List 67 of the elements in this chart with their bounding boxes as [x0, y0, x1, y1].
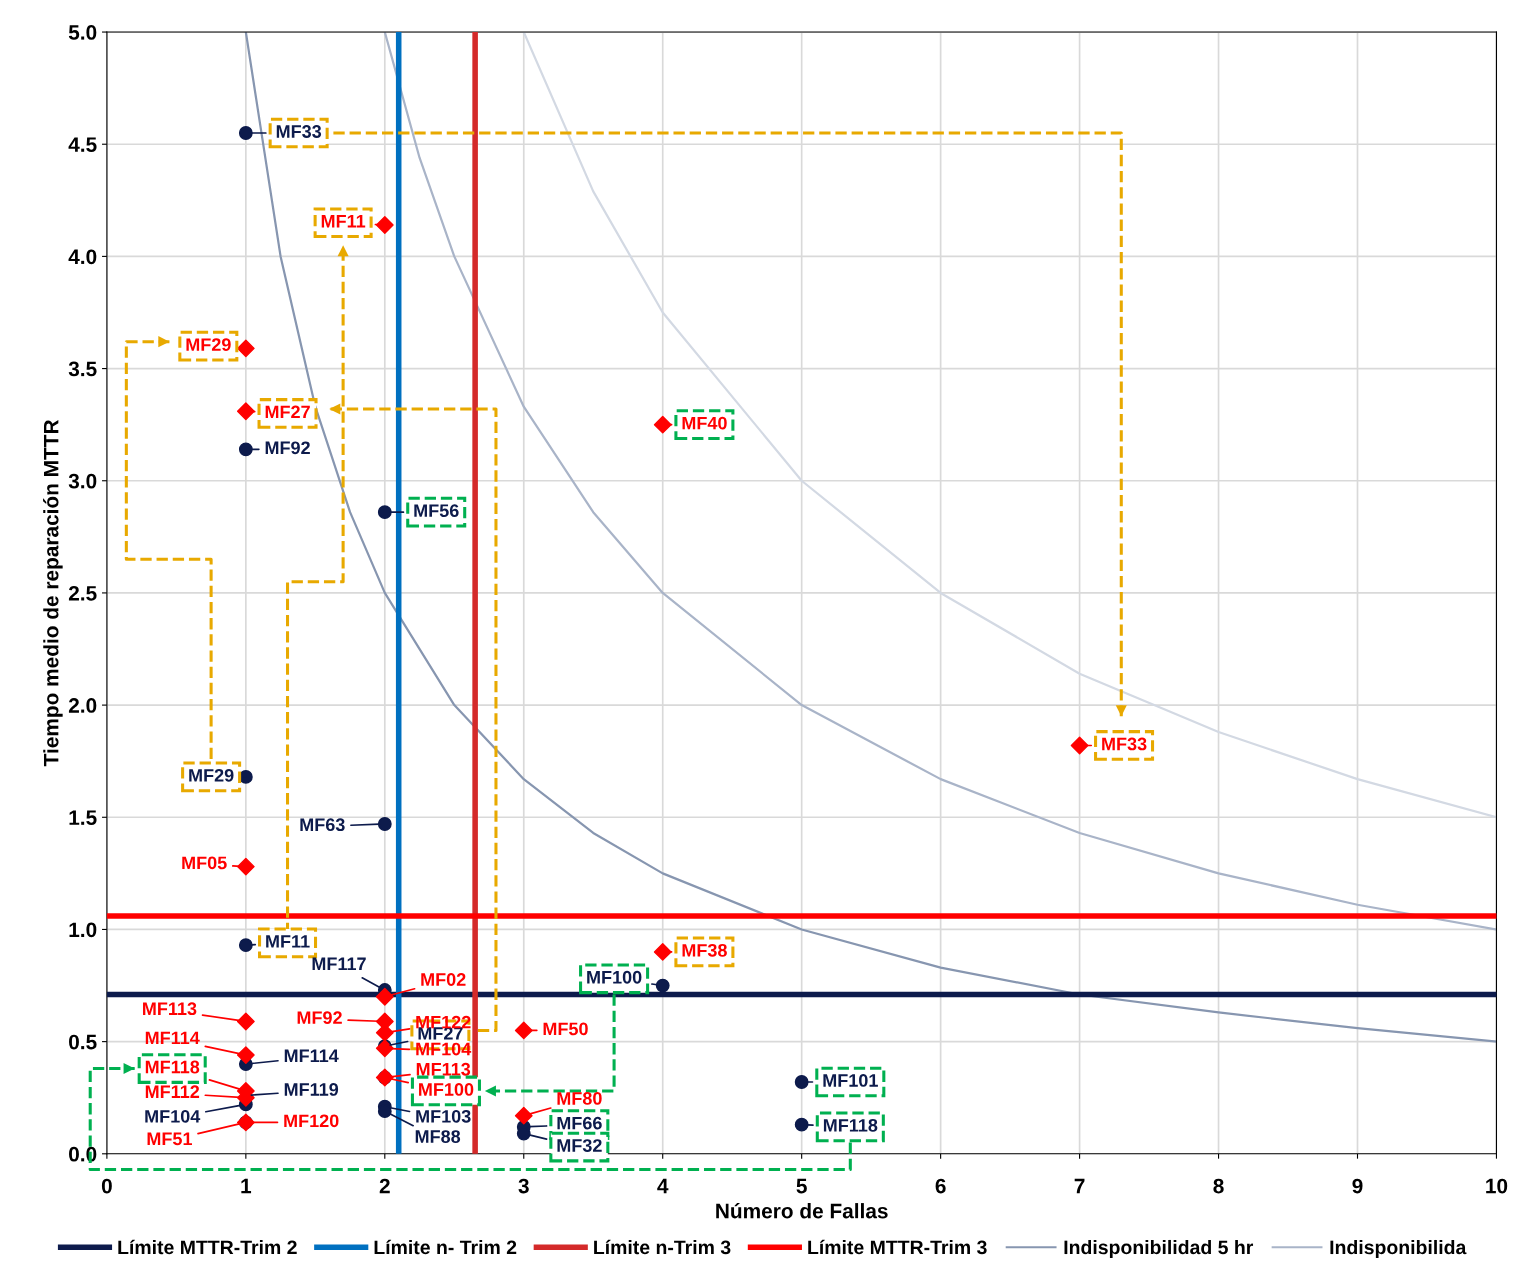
annotation: MF63 [300, 818, 345, 832]
x-tick-label: 2 [379, 1178, 390, 1194]
annotation: MF120 [284, 1114, 339, 1128]
legend-label: Límite MTTR-Trim 3 [808, 1239, 987, 1255]
x-tick-label: 3 [518, 1178, 529, 1194]
legend-label: Límite n-Trim 3 [594, 1239, 731, 1255]
annotation: MF27 [418, 1026, 463, 1040]
y-tick-label: 3.5 [68, 361, 97, 377]
annotation: MF92 [297, 1011, 342, 1025]
annotation: MF02 [421, 973, 466, 986]
x-tick-label: 1 [241, 1178, 252, 1194]
annotation: MF114 [284, 1049, 339, 1062]
x-tick-label: 0 [101, 1178, 112, 1194]
annotation: MF113 [143, 1002, 197, 1016]
annotation: MF103 [416, 1109, 471, 1123]
y-tick-label: 0.0 [69, 1146, 97, 1162]
annotation: MF118 [145, 1060, 200, 1074]
y-tick-label: 4.0 [68, 249, 97, 265]
annotation: MF113 [416, 1062, 471, 1076]
annotation: MF118 [823, 1118, 878, 1132]
legend-label: Límite MTTR-Trim 2 [118, 1239, 297, 1255]
x-tick-label: 4 [657, 1178, 669, 1194]
x-tick-label: 9 [1352, 1178, 1363, 1194]
annotation: MF33 [276, 125, 322, 138]
annotation: MF33 [1102, 737, 1147, 751]
y-tick-label: 3.0 [68, 473, 97, 489]
annotation: MF11 [266, 935, 310, 948]
annotation: MF11 [321, 214, 366, 228]
annotation: MF40 [682, 416, 727, 430]
x-tick-label: 6 [935, 1178, 946, 1194]
y-tick-label: 2.5 [68, 585, 97, 601]
annotation: MF38 [682, 943, 727, 957]
annotation: MF92 [265, 441, 310, 455]
annotation: MF51 [147, 1132, 192, 1146]
annotation: MF29 [186, 338, 231, 351]
annotation: MF100 [419, 1083, 474, 1096]
x-axis-title: Número de Fallas [716, 1202, 888, 1219]
y-axis-title: Tiempo medio de reparación MTTR [43, 419, 63, 767]
y-tick-label: 2.0 [68, 698, 97, 713]
annotation: MF32 [557, 1139, 602, 1152]
y-tick-label: 5.0 [68, 25, 97, 40]
annotation: MF112 [145, 1085, 200, 1098]
y-tick-label: 1.5 [69, 810, 97, 826]
annotation: MF119 [284, 1083, 339, 1096]
y-tick-label: 1.0 [69, 922, 97, 938]
annotation: MF50 [543, 1022, 588, 1036]
annotation: MF66 [557, 1116, 602, 1130]
legend-label: Límite n- Trim 2 [374, 1239, 517, 1255]
annotation: MF29 [189, 768, 234, 782]
legend-label: Indisponibilida [1330, 1239, 1467, 1259]
annotation: MF05 [182, 856, 227, 870]
y-tick-label: 4.5 [68, 137, 97, 152]
x-tick-label: 10 [1486, 1178, 1508, 1194]
x-tick-label: 5 [796, 1178, 807, 1194]
x-tick-label: 8 [1213, 1178, 1224, 1194]
annotation: MF101 [823, 1074, 878, 1087]
annotation: MF88 [415, 1130, 461, 1143]
annotation: MF117 [312, 957, 366, 971]
annotation: MF56 [414, 504, 459, 518]
legend-label: Indisponibilidad 5 hr [1064, 1239, 1254, 1259]
annotation: MF100 [587, 970, 642, 984]
annotation: MF104 [145, 1109, 201, 1123]
y-tick-label: 0.5 [69, 1034, 97, 1050]
annotation: MF27 [265, 405, 310, 419]
annotation: MF80 [557, 1092, 602, 1105]
annotation: MF114 [145, 1031, 200, 1045]
x-tick-label: 7 [1074, 1178, 1085, 1194]
